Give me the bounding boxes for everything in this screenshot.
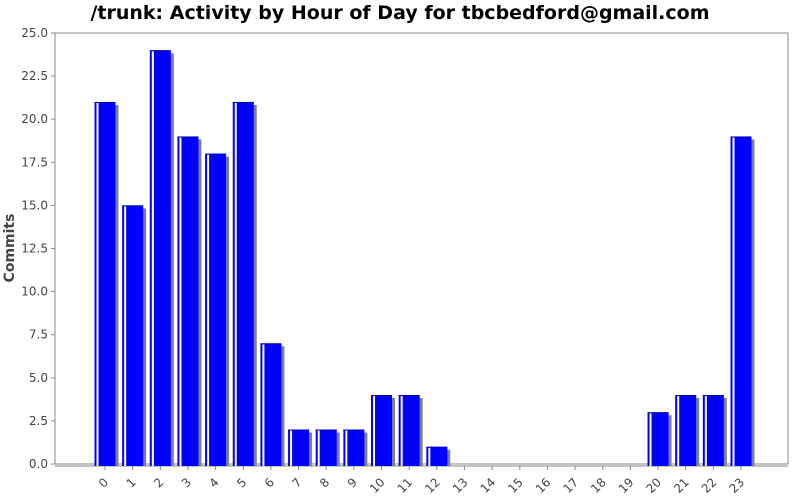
x-tick-label: 11 xyxy=(395,475,416,496)
chart-title: /trunk: Activity by Hour of Day for tbcb… xyxy=(90,2,710,24)
y-tick-label: 7.5 xyxy=(29,328,48,342)
bar-highlight xyxy=(428,447,431,466)
y-tick-label: 25.0 xyxy=(21,26,48,40)
bar-highlight xyxy=(317,430,320,466)
x-tick-label: 14 xyxy=(478,475,499,496)
bar-highlight xyxy=(345,430,348,466)
y-tick-label: 0.0 xyxy=(29,457,48,471)
bar-highlight xyxy=(96,102,99,467)
bar-highlight xyxy=(400,396,403,466)
y-axis: 0.0 2.5 5.0 7.5 10.0 12.5 15.0 17.5 20.0 22.5 25.0 xyxy=(21,26,55,471)
x-tick-label: 0 xyxy=(96,475,111,490)
x-tick-label: 2 xyxy=(151,475,166,490)
y-tick-label: 22.5 xyxy=(21,69,48,83)
y-tick-label: 5.0 xyxy=(29,371,48,385)
x-tick-label: 20 xyxy=(643,475,664,496)
bar-highlight xyxy=(649,413,652,466)
y-tick-label: 17.5 xyxy=(21,155,48,169)
bars xyxy=(94,50,755,467)
x-tick-label: 19 xyxy=(616,475,637,496)
bar xyxy=(426,446,448,466)
bar-highlight xyxy=(677,396,680,466)
y-tick-label: 20.0 xyxy=(21,112,48,126)
bar-highlight xyxy=(207,154,210,466)
bar xyxy=(398,395,420,466)
bar xyxy=(730,136,752,466)
x-tick-label: 7 xyxy=(289,475,304,490)
bar xyxy=(149,50,171,467)
bar xyxy=(371,395,393,466)
bar-highlight xyxy=(179,137,182,466)
x-tick-label: 4 xyxy=(206,475,221,490)
x-tick-label: 13 xyxy=(450,475,471,496)
bar xyxy=(675,395,697,466)
x-tick-label: 10 xyxy=(367,475,388,496)
x-axis: 0 1 2 3 4 5 6 7 8 9 10 11 12 13 14 15 16 17 18 19 20 21 22 23 xyxy=(55,465,788,496)
bar-highlight xyxy=(290,430,293,466)
bar-highlight xyxy=(704,396,707,466)
x-tick-label: 22 xyxy=(699,475,720,496)
x-tick-label: 8 xyxy=(317,475,332,490)
x-tick-label: 12 xyxy=(422,475,443,496)
x-tick-label: 15 xyxy=(505,475,526,496)
x-tick-label: 6 xyxy=(262,475,277,490)
y-axis-title: Commits xyxy=(2,214,18,283)
bar xyxy=(315,429,337,466)
bar xyxy=(288,429,310,466)
x-tick-label: 16 xyxy=(533,475,554,496)
x-tick-label: 5 xyxy=(234,475,249,490)
x-tick-label: 1 xyxy=(123,475,138,490)
bar xyxy=(702,395,724,466)
y-tick-label: 15.0 xyxy=(21,198,48,212)
bar-highlight xyxy=(234,102,237,467)
bar xyxy=(260,343,282,466)
bar xyxy=(232,101,254,467)
x-tick-label: 23 xyxy=(726,475,747,496)
bar-highlight xyxy=(732,137,735,466)
y-tick-label: 2.5 xyxy=(29,414,48,428)
y-tick-label: 12.5 xyxy=(21,242,48,256)
bar-highlight xyxy=(373,396,376,466)
x-tick-label: 9 xyxy=(345,475,360,490)
x-tick-label: 17 xyxy=(561,475,582,496)
x-tick-label: 21 xyxy=(671,475,692,496)
bar xyxy=(122,205,144,466)
bar xyxy=(94,101,116,467)
bar xyxy=(343,429,365,466)
y-tick-label: 10.0 xyxy=(21,285,48,299)
bar xyxy=(647,412,669,466)
bar xyxy=(205,153,227,466)
x-tick-label: 18 xyxy=(588,475,609,496)
x-tick-label: 3 xyxy=(179,475,194,490)
bar-highlight xyxy=(151,51,154,467)
bar-highlight xyxy=(262,344,265,466)
bar-highlight xyxy=(124,206,127,466)
bar xyxy=(177,136,199,466)
